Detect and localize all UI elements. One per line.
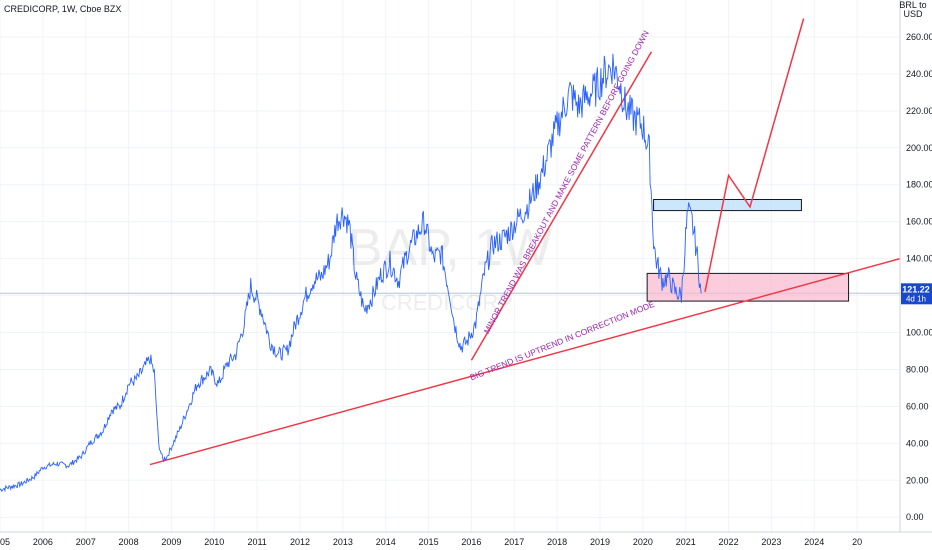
x-tick-label[interactable]: 2017: [504, 537, 524, 547]
y-axis[interactable]: 0.0020.0040.0060.0080.00100.00120.00140.…: [906, 32, 932, 522]
x-tick-label[interactable]: 2006: [33, 537, 53, 547]
x-tick-label[interactable]: 2018: [547, 537, 567, 547]
projection-path: [704, 18, 805, 293]
zones: [646, 199, 850, 302]
y-tick-label[interactable]: 260.00: [906, 32, 932, 42]
annotation-minor-trend: MINOR TREND WAS BREAKOUT AND MAKE SOME P…: [482, 29, 651, 336]
price-tag-box: [901, 283, 932, 305]
x-tick-label[interactable]: 2016: [461, 537, 481, 547]
y-tick-label[interactable]: 60.00: [906, 401, 929, 411]
axis-separators: [0, 0, 932, 533]
price-tag-value: 121.22: [902, 284, 930, 294]
x-tick-label[interactable]: 2019: [590, 537, 610, 547]
x-tick-label[interactable]: 2024: [804, 537, 824, 547]
y-tick-label[interactable]: 200.00: [906, 143, 932, 153]
y-tick-label[interactable]: 160.00: [906, 217, 932, 227]
y-tick-label[interactable]: 240.00: [906, 69, 932, 79]
x-tick-label[interactable]: 2012: [290, 537, 310, 547]
x-tick-label[interactable]: 2005: [0, 537, 10, 547]
y-tick-label[interactable]: 40.00: [906, 438, 929, 448]
currency-line-1[interactable]: BRL to: [899, 0, 926, 10]
watermark-name: CREDICORP: [381, 290, 513, 315]
x-tick-label[interactable]: 2009: [161, 537, 181, 547]
y-tick-label[interactable]: 140.00: [906, 254, 932, 264]
x-tick-label[interactable]: 2011: [247, 537, 266, 547]
x-tick-label[interactable]: 2008: [119, 537, 139, 547]
y-tick-label[interactable]: 20.00: [906, 475, 929, 485]
big-trendline: [149, 257, 901, 466]
price-series: [0, 53, 702, 493]
x-tick-label[interactable]: 2014: [376, 537, 396, 547]
x-tick-label[interactable]: 2021: [676, 537, 696, 547]
resistance-zone: [653, 199, 802, 212]
y-tick-label[interactable]: 180.00: [906, 180, 932, 190]
price-line: [0, 53, 702, 493]
symbol-header[interactable]: CREDICORP, 1W, Cboe BZX: [4, 4, 121, 14]
y-tick-label[interactable]: 80.00: [906, 364, 929, 374]
x-tick-label[interactable]: 2010: [204, 537, 224, 547]
y-tick-label[interactable]: 100.00: [906, 328, 932, 338]
price-tag-countdown: 4d 1h: [906, 294, 926, 303]
y-tick-label[interactable]: 220.00: [906, 106, 932, 116]
x-tick-label[interactable]: 2023: [761, 537, 781, 547]
x-tick-label[interactable]: 2007: [76, 537, 96, 547]
x-axis[interactable]: 2005 2006 2007 2008 2009 2010 2011 2012 2013 2014…: [0, 537, 862, 547]
y-tick-label[interactable]: 0.00: [906, 512, 924, 522]
x-tick-label[interactable]: 2015: [419, 537, 439, 547]
grid-lines: [0, 0, 900, 532]
currency-line-2[interactable]: USD: [903, 9, 923, 19]
watermark-symbol: BAP, 1W: [348, 219, 552, 277]
x-tick-label[interactable]: 2022: [719, 537, 739, 547]
x-tick-label[interactable]: 20: [852, 537, 862, 547]
x-tick-label[interactable]: 2020: [633, 537, 653, 547]
x-tick-label[interactable]: 2013: [333, 537, 353, 547]
